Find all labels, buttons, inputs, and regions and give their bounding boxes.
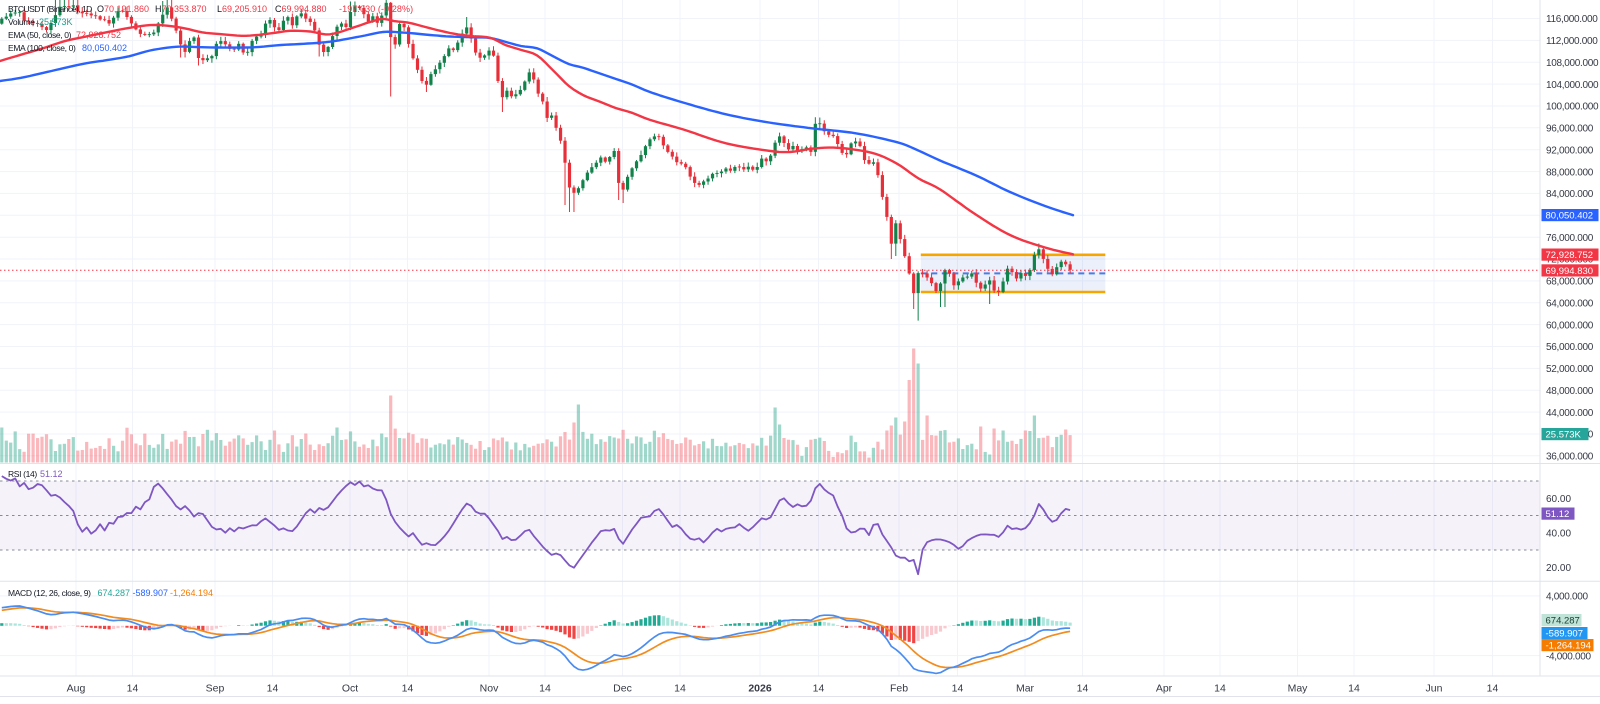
svg-text:EMA (50, close, 0): EMA (50, close, 0) [8, 30, 72, 40]
svg-text:14: 14 [1214, 683, 1226, 695]
svg-text:14: 14 [402, 683, 414, 695]
svg-text:100,000.000: 100,000.000 [1546, 102, 1599, 113]
svg-text:36,000.000: 36,000.000 [1546, 452, 1594, 463]
svg-text:BTCUSDT (Binance), 1D: BTCUSDT (Binance), 1D [8, 4, 92, 14]
svg-text:Nov: Nov [480, 683, 499, 695]
svg-text:92,000.000: 92,000.000 [1546, 145, 1594, 156]
svg-text:EMA (100, close, 0): EMA (100, close, 0) [8, 43, 76, 53]
svg-text:O70,191.860: O70,191.860 [97, 4, 149, 14]
svg-text:96,000.000: 96,000.000 [1546, 124, 1594, 135]
svg-text:Oct: Oct [342, 683, 358, 695]
svg-text:RSI (14): RSI (14) [8, 469, 37, 479]
svg-text:72,928.752: 72,928.752 [76, 30, 121, 40]
svg-text:76,000.000: 76,000.000 [1546, 233, 1594, 244]
svg-text:60.00: 60.00 [1546, 494, 1571, 505]
svg-text:64,000.000: 64,000.000 [1546, 299, 1594, 310]
svg-text:25.573K: 25.573K [39, 17, 73, 27]
svg-text:Dec: Dec [613, 683, 632, 695]
svg-text:-4,000.000: -4,000.000 [1546, 651, 1592, 662]
svg-text:44,000.000: 44,000.000 [1546, 408, 1594, 419]
svg-text:C69,994.880: C69,994.880 [275, 4, 327, 14]
svg-text:80,050.402: 80,050.402 [1546, 211, 1594, 222]
svg-text:72,928.752: 72,928.752 [1546, 250, 1594, 261]
svg-text:14: 14 [1487, 683, 1499, 695]
svg-text:48,000.000: 48,000.000 [1546, 386, 1594, 397]
svg-text:112,000.000: 112,000.000 [1546, 36, 1598, 47]
svg-text:674.287: 674.287 [1546, 616, 1580, 627]
svg-text:L69,205.910: L69,205.910 [217, 4, 267, 14]
svg-text:Feb: Feb [890, 683, 908, 695]
svg-text:H70,353.870: H70,353.870 [155, 4, 207, 14]
svg-text:MACD (12, 26, close, 9): MACD (12, 26, close, 9) [8, 588, 91, 598]
svg-text:Volume: Volume [8, 17, 35, 27]
svg-text:40.00: 40.00 [1546, 528, 1571, 539]
svg-text:25.573K: 25.573K [1546, 430, 1582, 441]
svg-text:-589.907: -589.907 [133, 588, 169, 598]
svg-text:69,994.830: 69,994.830 [1546, 266, 1594, 277]
svg-text:20.00: 20.00 [1546, 563, 1571, 574]
svg-text:Mar: Mar [1016, 683, 1035, 695]
svg-text:52,000.000: 52,000.000 [1546, 364, 1594, 375]
svg-text:-1,264.194: -1,264.194 [170, 588, 213, 598]
svg-text:80,050.402: 80,050.402 [82, 43, 127, 53]
svg-text:68,000.000: 68,000.000 [1546, 277, 1594, 288]
svg-text:14: 14 [1077, 683, 1089, 695]
svg-text:674.287: 674.287 [98, 588, 131, 598]
svg-text:Sep: Sep [206, 683, 225, 695]
svg-text:14: 14 [674, 683, 686, 695]
svg-text:14: 14 [127, 683, 139, 695]
svg-text:84,000.000: 84,000.000 [1546, 189, 1594, 200]
svg-text:May: May [1288, 683, 1309, 695]
svg-text:14: 14 [1348, 683, 1360, 695]
svg-text:14: 14 [952, 683, 964, 695]
svg-text:-1,264.194: -1,264.194 [1546, 641, 1591, 652]
svg-text:2026: 2026 [748, 683, 772, 695]
svg-text:14: 14 [267, 683, 279, 695]
svg-text:Aug: Aug [67, 683, 86, 695]
svg-text:116,000.000: 116,000.000 [1546, 14, 1598, 25]
svg-text:60,000.000: 60,000.000 [1546, 320, 1594, 331]
svg-text:104,000.000: 104,000.000 [1546, 80, 1599, 91]
svg-text:14: 14 [539, 683, 551, 695]
svg-text:88,000.000: 88,000.000 [1546, 167, 1594, 178]
svg-text:56,000.000: 56,000.000 [1546, 342, 1594, 353]
svg-text:Jun: Jun [1426, 683, 1443, 695]
svg-text:-197.030 (-0.28%): -197.030 (-0.28%) [339, 4, 413, 14]
svg-text:4,000.000: 4,000.000 [1546, 592, 1589, 603]
svg-text:51.12: 51.12 [1546, 509, 1570, 520]
svg-text:108,000.000: 108,000.000 [1546, 58, 1599, 69]
svg-text:Apr: Apr [1156, 683, 1173, 695]
svg-text:14: 14 [813, 683, 825, 695]
svg-text:51.12: 51.12 [40, 469, 63, 479]
svg-text:-589.907: -589.907 [1546, 629, 1584, 640]
